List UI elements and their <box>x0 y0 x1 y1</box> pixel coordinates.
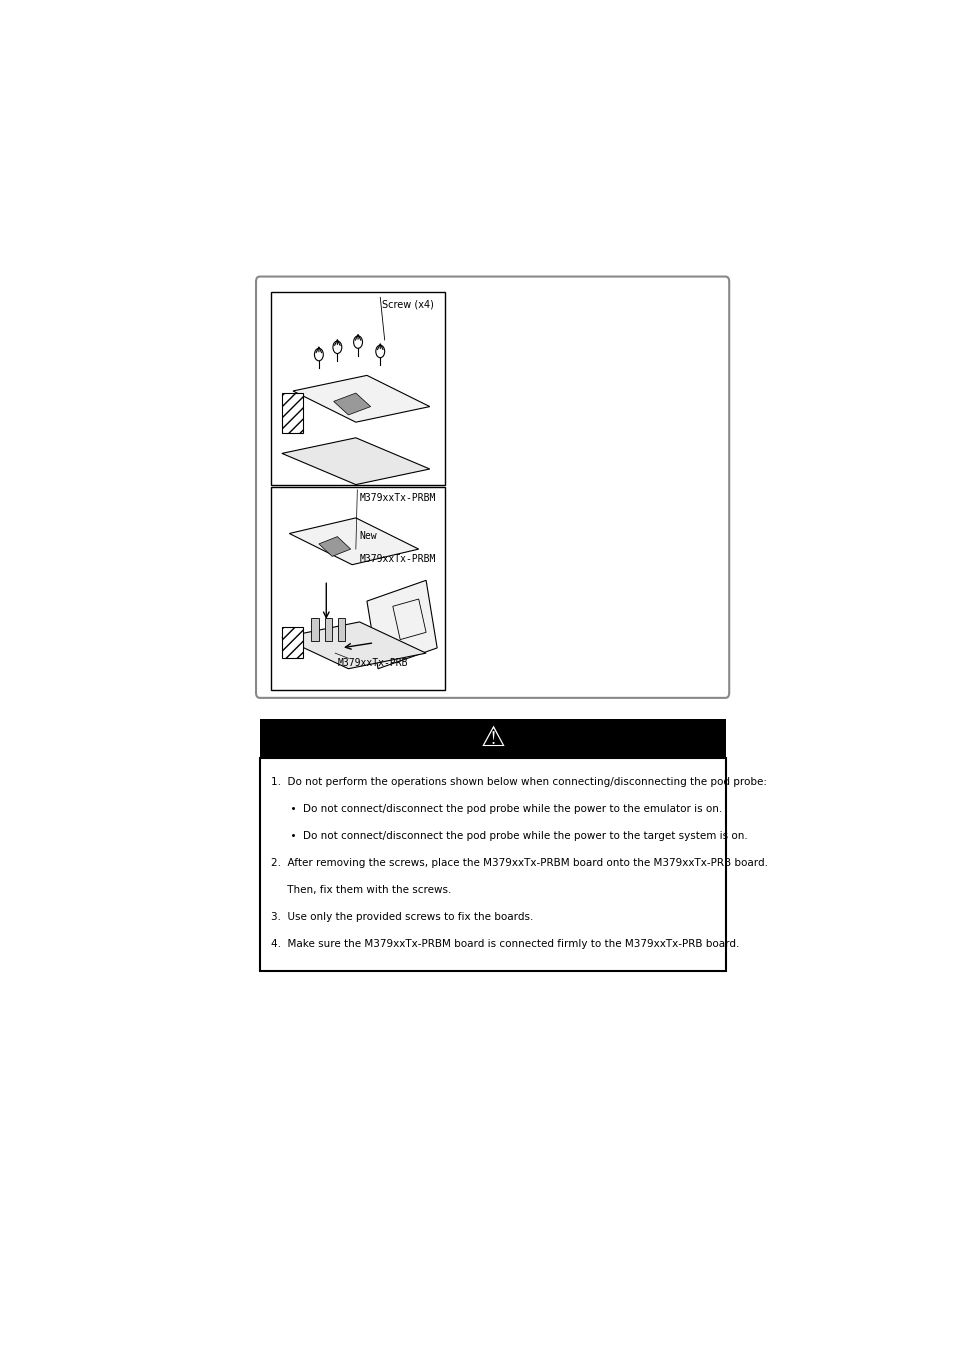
Text: 4.  Make sure the M379xxTx-PRBM board is connected firmly to the M379xxTx-PRB bo: 4. Make sure the M379xxTx-PRBM board is … <box>271 939 739 950</box>
Bar <box>271 486 444 689</box>
Polygon shape <box>318 536 351 557</box>
Polygon shape <box>367 581 436 669</box>
Polygon shape <box>281 438 429 485</box>
Bar <box>259 719 725 758</box>
Bar <box>311 617 318 640</box>
Bar <box>281 393 302 432</box>
Text: M379xxTx-PRBM: M379xxTx-PRBM <box>359 554 436 565</box>
Bar <box>271 292 444 485</box>
Bar <box>259 758 725 971</box>
FancyBboxPatch shape <box>255 277 728 698</box>
Text: Then, fix them with the screws.: Then, fix them with the screws. <box>271 885 451 896</box>
Text: •  Do not connect/disconnect the pod probe while the power to the emulator is on: • Do not connect/disconnect the pod prob… <box>271 804 721 813</box>
Text: 3.  Use only the provided screws to fix the boards.: 3. Use only the provided screws to fix t… <box>271 912 533 923</box>
Text: 2.  After removing the screws, place the M379xxTx-PRBM board onto the M379xxTx-P: 2. After removing the screws, place the … <box>271 858 767 869</box>
Text: M379xxTx-PRB: M379xxTx-PRB <box>337 658 408 669</box>
Bar <box>324 617 332 640</box>
Bar <box>337 617 345 640</box>
Text: •  Do not connect/disconnect the pod probe while the power to the target system : • Do not connect/disconnect the pod prob… <box>271 831 747 842</box>
Text: New: New <box>359 531 376 542</box>
Text: 1.  Do not perform the operations shown below when connecting/disconnecting the : 1. Do not perform the operations shown b… <box>271 777 766 786</box>
Polygon shape <box>281 621 426 669</box>
Bar <box>281 627 302 658</box>
Polygon shape <box>293 376 429 422</box>
Text: ⚠: ⚠ <box>479 724 504 753</box>
Text: M379xxTx-PRBM: M379xxTx-PRBM <box>359 493 436 503</box>
Text: Screw (x4): Screw (x4) <box>381 300 434 309</box>
Polygon shape <box>334 393 370 415</box>
Polygon shape <box>289 517 418 565</box>
